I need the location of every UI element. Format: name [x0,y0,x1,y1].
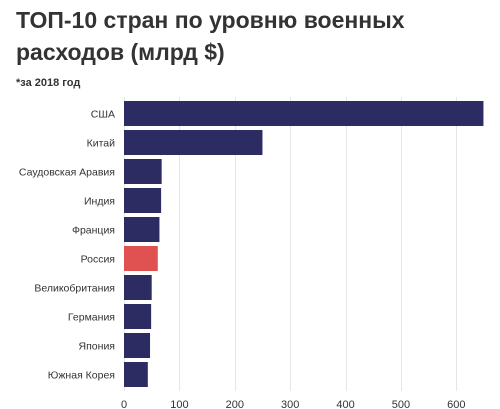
bar [124,188,162,213]
category-label: США [91,109,115,121]
bar [124,362,148,387]
category-label: Россия [81,254,115,266]
bar [124,217,160,242]
chart-subtitle: *за 2018 год [16,77,81,89]
category-label: Китай [87,138,116,150]
category-label: Южная Корея [48,370,115,382]
category-label: Франция [72,225,115,237]
x-tick-label: 500 [392,399,410,409]
bar [124,304,152,329]
bar [124,130,263,155]
x-tick-label: 400 [336,399,354,409]
category-label: Германия [68,312,115,324]
category-label: Великобритания [34,283,115,295]
bar [124,333,151,358]
category-label: Япония [79,341,115,353]
category-label: Индия [84,196,115,208]
category-label: Саудовская Аравия [19,167,115,179]
bar [124,101,484,126]
bar [124,246,158,271]
x-tick-label: 100 [170,399,188,409]
x-tick-label: 200 [226,399,244,409]
bar [124,275,152,300]
x-tick-label: 600 [447,399,465,409]
x-axis-tick-labels: 0 100 200 300 400 500 600 [121,399,466,409]
bars [124,101,484,387]
category-labels: США Китай Саудовская Аравия Индия Франция Рос… [19,109,115,382]
chart-title: ТОП-10 стран по уровню военных расходов … [16,7,405,65]
x-tick-label: 0 [121,399,127,409]
x-tick-label: 300 [281,399,299,409]
bar [124,159,162,184]
